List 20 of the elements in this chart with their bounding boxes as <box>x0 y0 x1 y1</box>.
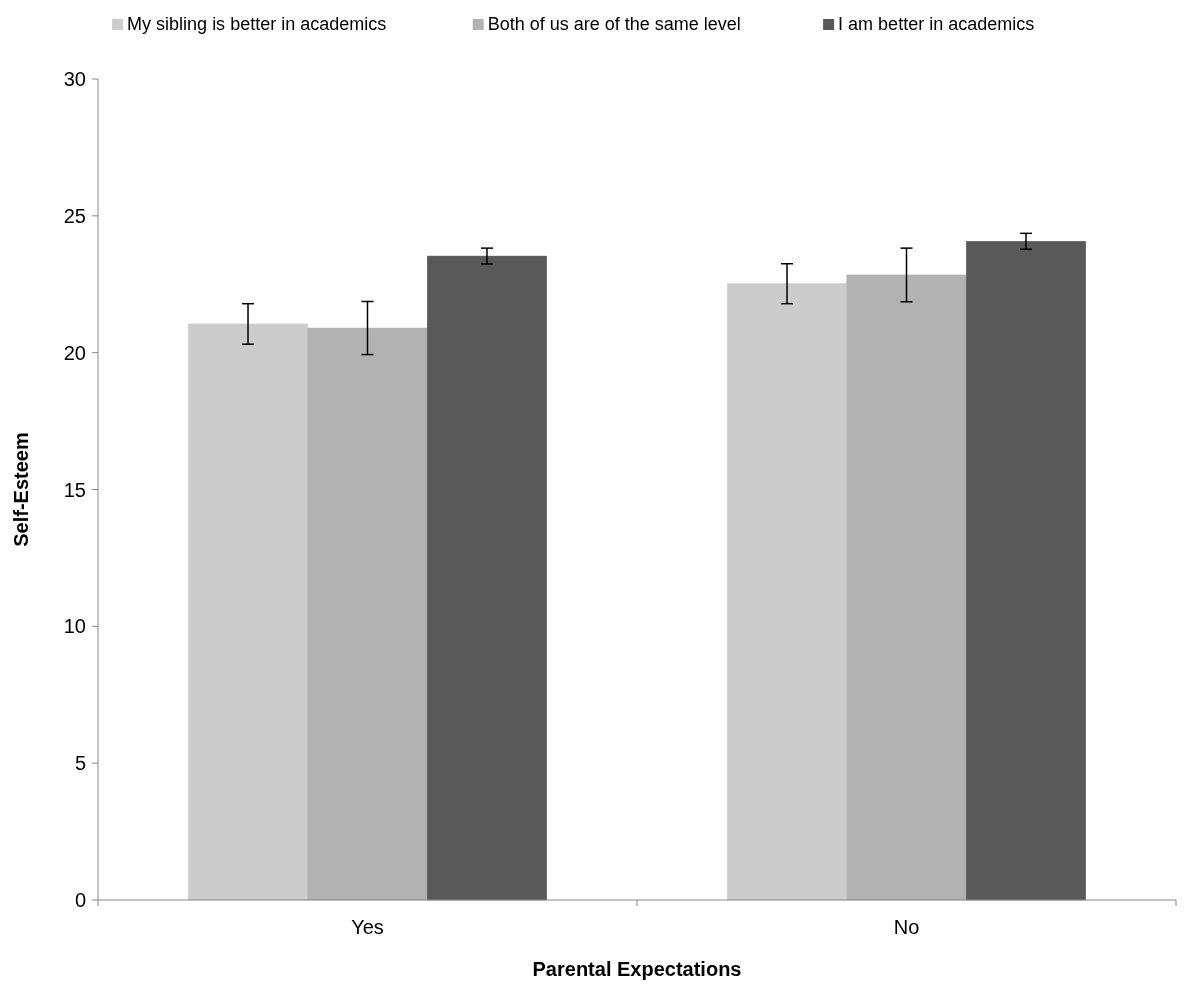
y-axis-title: Self-Esteem <box>10 432 32 547</box>
x-tick-label: Yes <box>351 916 384 938</box>
y-tick-label: 5 <box>74 752 86 775</box>
bar <box>307 327 428 901</box>
y-tick-label: 15 <box>63 478 86 501</box>
x-axis-title: Parental Expectations <box>532 958 742 980</box>
y-tick-label: 10 <box>63 615 86 638</box>
x-tick-label: No <box>893 916 920 938</box>
legend-label: I am better in academics <box>838 14 1035 34</box>
y-tick-label: 25 <box>63 204 86 227</box>
y-tick-label: 20 <box>63 341 86 364</box>
legend-label: My sibling is better in academics <box>127 14 387 34</box>
y-tick-label: 30 <box>63 68 86 90</box>
bar <box>727 283 848 901</box>
bar <box>846 274 967 901</box>
bar <box>426 255 547 901</box>
bar <box>188 323 309 901</box>
y-tick-label: 0 <box>74 889 86 911</box>
bar <box>965 241 1086 901</box>
legend-label: Both of us are of the same level <box>487 14 741 34</box>
